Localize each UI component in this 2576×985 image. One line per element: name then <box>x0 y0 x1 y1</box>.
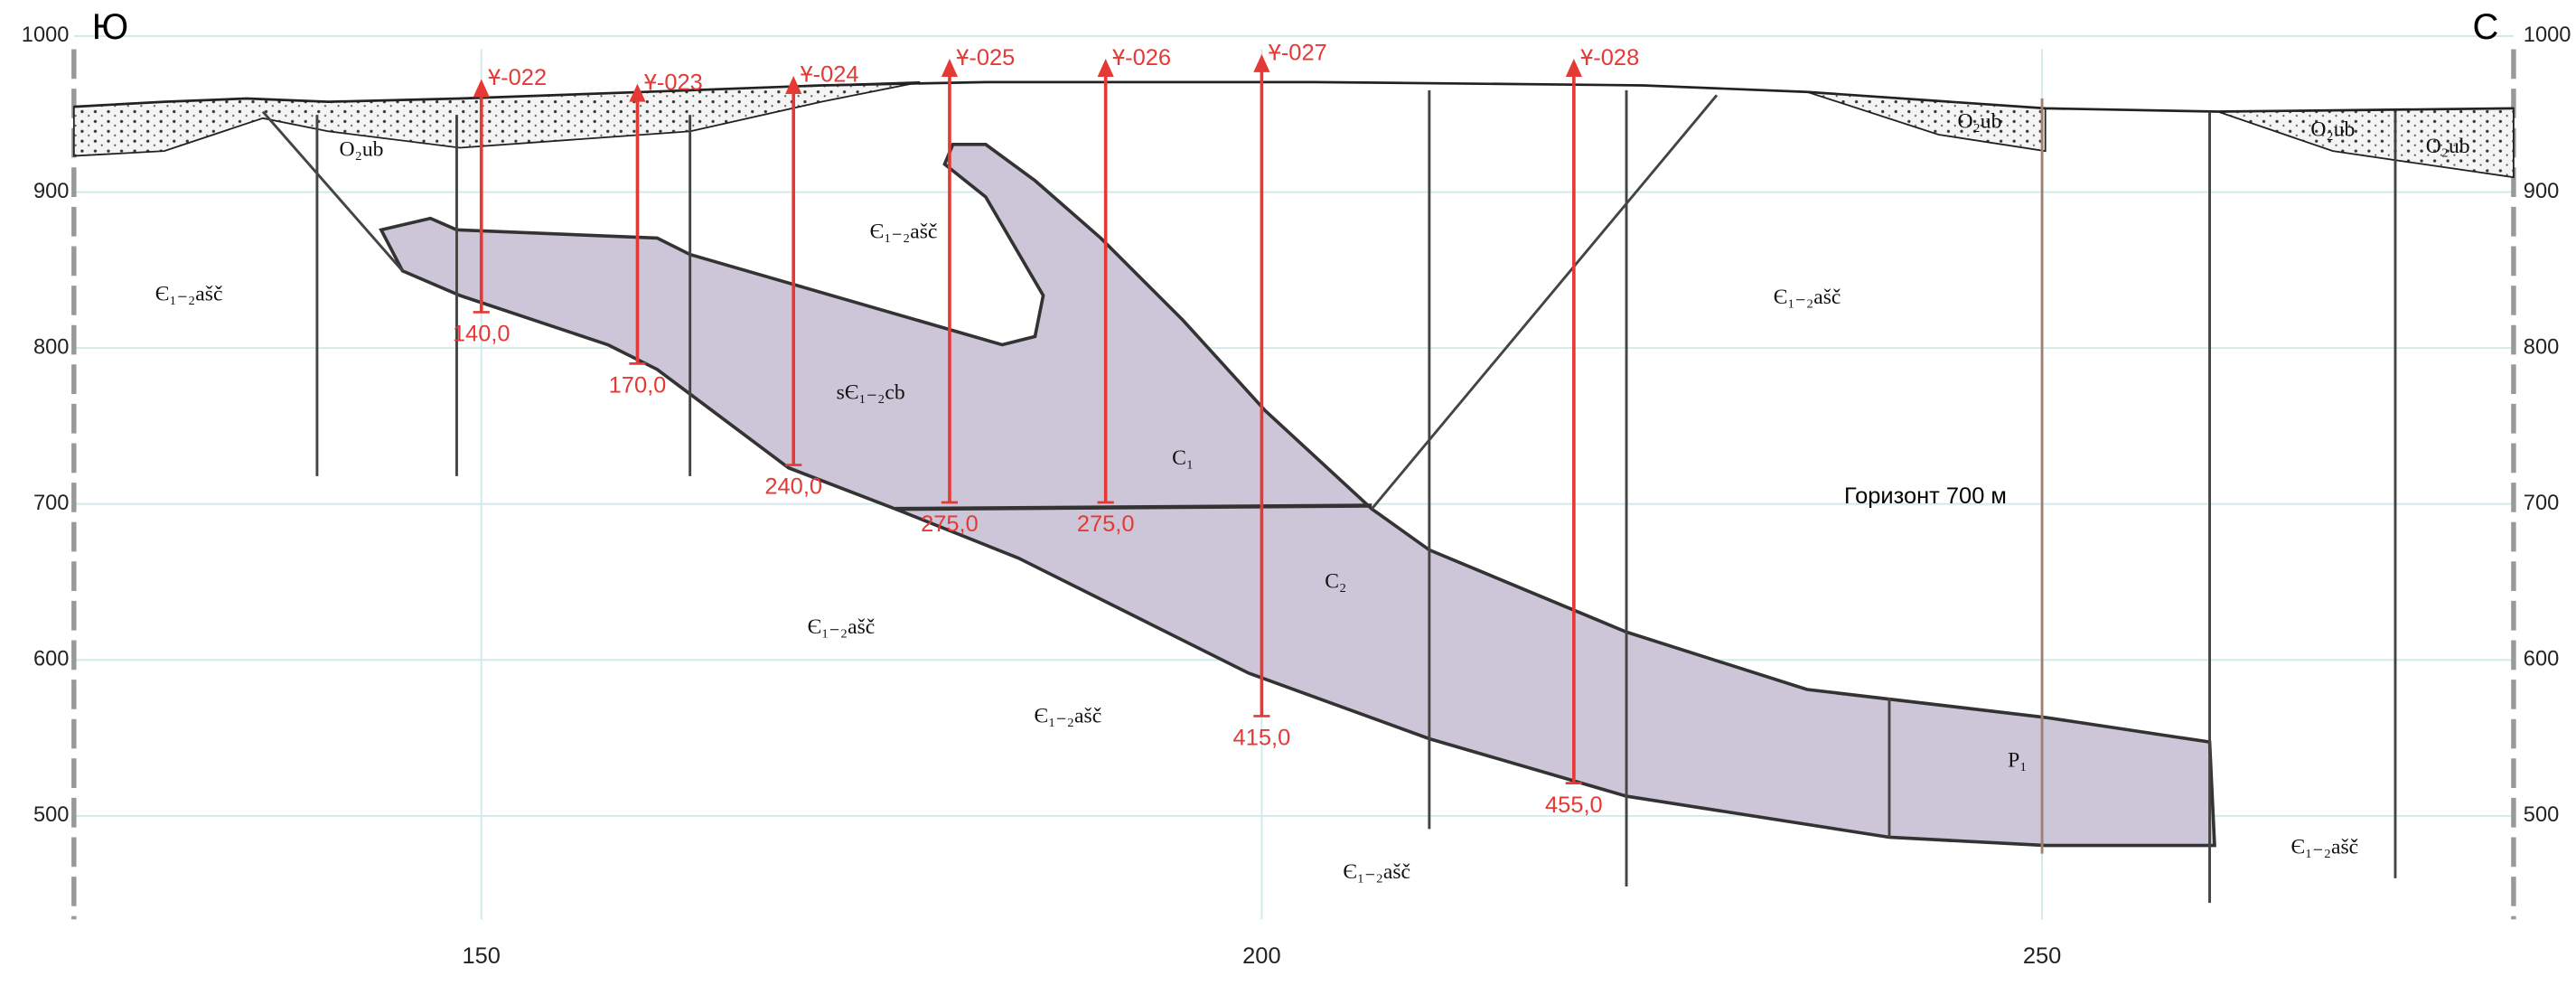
elevation-label: 800 <box>33 335 69 359</box>
station-label: 200 <box>1242 943 1280 969</box>
elevation-label: 500 <box>2524 803 2559 827</box>
cross-section: Ұ-022 140,0 Ұ-023 170,0 Ұ-024 240,0 Ұ-025 275,0… <box>0 0 2576 985</box>
formation-label: Є₁₋₂ašč <box>1774 286 1841 309</box>
formation-label: O₂ub <box>2426 135 2470 158</box>
elevation-label: 1000 <box>2524 23 2571 47</box>
formation-label: Є₁₋₂ašč <box>1035 704 1102 727</box>
elevation-label: 900 <box>33 180 69 203</box>
borehole-depth: 275,0 <box>921 511 979 537</box>
formation-label: sЄ₁₋₂cb <box>837 380 905 404</box>
elevation-label: 600 <box>2524 648 2559 671</box>
station-label: 150 <box>463 943 501 969</box>
formation-label: C₁ <box>1172 446 1194 470</box>
formation-label: Є₁₋₂ašč <box>2290 836 2358 859</box>
elevation-label: 800 <box>2524 335 2559 359</box>
borehole-name: Ұ-026 <box>1112 45 1171 70</box>
borehole-depth: 170,0 <box>609 373 667 399</box>
borehole-depth: 240,0 <box>764 474 822 500</box>
borehole-name: Ұ-025 <box>956 45 1015 70</box>
borehole-name: Ұ-024 <box>800 62 858 88</box>
elevation-label: 700 <box>2524 492 2559 515</box>
borehole-name: Ұ-028 <box>1580 45 1639 70</box>
elevation-label: 600 <box>33 648 69 671</box>
borehole-name: Ұ-022 <box>488 65 547 90</box>
elevation-label: 900 <box>2524 180 2559 203</box>
corner-left: Ю <box>92 7 128 47</box>
borehole-depth: 415,0 <box>1233 726 1291 751</box>
station-label: 250 <box>2023 943 2061 969</box>
formation-label: Є₁₋₂ašč <box>808 615 876 639</box>
borehole-depth: 455,0 <box>1545 793 1603 818</box>
elevation-label: 1000 <box>22 23 70 47</box>
corner-right: С <box>2472 7 2498 47</box>
borehole-name: Ұ-023 <box>644 70 703 95</box>
formation-label: O₂ub <box>1958 110 2002 134</box>
formation-label: P₁ <box>2008 748 2027 772</box>
formation-label: Є₁₋₂ašč <box>155 282 223 305</box>
borehole-depth: 275,0 <box>1077 511 1135 537</box>
formation-label: Є₁₋₂ašč <box>870 220 938 243</box>
formation-label: Є₁₋₂ašč <box>1343 860 1410 884</box>
formation-label: O₂ub <box>2310 118 2355 142</box>
horizon-label: Горизонт 700 м <box>1844 483 2007 509</box>
borehole-name: Ұ-027 <box>1269 41 1327 66</box>
formation-label: C₂ <box>1325 569 1346 593</box>
formation-label: O₂ub <box>340 138 384 162</box>
borehole-depth: 140,0 <box>453 322 511 347</box>
elevation-label: 500 <box>33 803 69 827</box>
elevation-label: 700 <box>33 492 69 515</box>
